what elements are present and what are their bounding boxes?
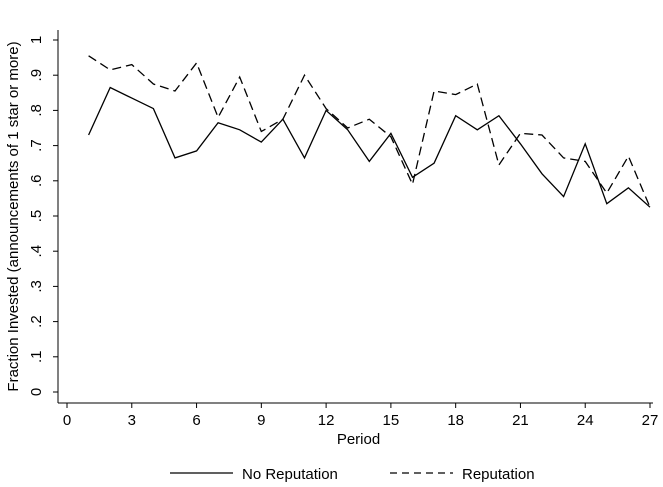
y-tick-label: .6 [28,175,45,188]
x-tick-label: 21 [512,412,529,429]
y-ticks: 0 .1 .2 .3 .4 .5 .6 .7 .8 .9 1 [28,36,58,396]
series-line-no-reputation [88,86,651,208]
plot-area: 0 3 6 9 12 15 18 21 24 27 0 .1 .2 .3 .4 .5 .6 .7 .8 .9 1 [28,30,658,429]
legend-label-no-reputation: No Reputation [242,466,338,483]
x-axis-title: Period [337,431,380,448]
x-tick-label: 27 [642,412,659,429]
x-tick-label: 15 [383,412,400,429]
x-tick-label: 6 [192,412,200,429]
y-tick-label: .3 [28,280,45,293]
y-tick-label: .4 [28,245,45,258]
series-layer [88,55,651,208]
x-tick-label: 18 [447,412,464,429]
y-tick-label: .5 [28,210,45,223]
y-tick-label: .1 [28,351,45,364]
y-tick-label: .9 [28,69,45,82]
x-tick-label: 0 [63,412,71,429]
legend-label-reputation: Reputation [462,466,535,483]
y-tick-label: .7 [28,139,45,152]
x-tick-label: 9 [257,412,265,429]
y-tick-label: 0 [28,388,45,396]
x-tick-label: 12 [318,412,335,429]
x-tick-label: 24 [577,412,594,429]
y-axis-title: Fraction Invested (announcements of 1 st… [5,41,22,391]
y-tick-label: 1 [28,36,45,44]
x-tick-label: 3 [128,412,136,429]
legend: No Reputation Reputation [170,466,535,483]
y-tick-label: .2 [28,315,45,328]
x-ticks: 0 3 6 9 12 15 18 21 24 27 [63,403,659,429]
y-tick-label: .8 [28,104,45,117]
series-line-reputation [88,55,651,208]
